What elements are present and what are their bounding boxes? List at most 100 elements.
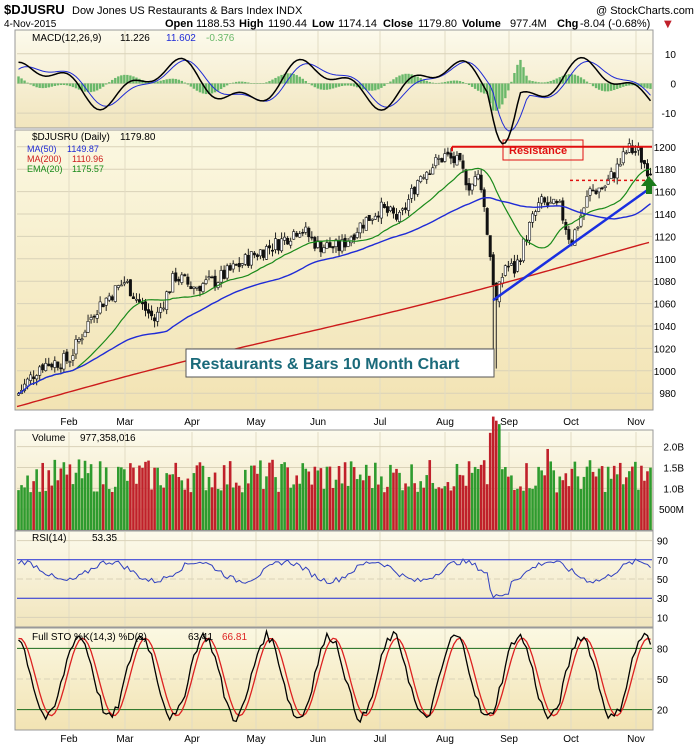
price-candle: [150, 310, 154, 317]
description: Dow Jones US Restaurants & Bars Index: [72, 5, 274, 17]
volume-bar: [522, 490, 525, 530]
x-month-label: Apr: [184, 417, 200, 428]
volume-bar: [162, 487, 165, 530]
macd-histogram-bar: [643, 83, 646, 88]
price-candle: [119, 284, 123, 287]
volume-bar: [104, 467, 108, 530]
volume-bar: [631, 466, 634, 530]
volume-bar: [147, 460, 150, 530]
macd-histogram-bar: [537, 82, 540, 84]
x-month-label: Sep: [500, 417, 518, 428]
macd-histogram-bar: [189, 83, 193, 87]
volume-bar: [485, 484, 489, 530]
price-candle: [503, 265, 507, 276]
price-candle: [159, 307, 163, 313]
macd-histogram-bar: [628, 83, 631, 86]
macd-histogram-bar: [458, 81, 462, 84]
price-candle: [376, 215, 380, 218]
volume-bar: [594, 476, 598, 530]
price-candle: [80, 338, 84, 341]
volume-bar: [407, 486, 410, 530]
macd-histogram-bar: [183, 82, 187, 84]
price-candle: [494, 282, 498, 301]
volume-bar: [422, 487, 426, 530]
volume-bar: [507, 476, 510, 530]
price-candle: [388, 206, 392, 212]
price-candle: [410, 188, 414, 199]
price-candle: [461, 160, 465, 169]
price-candle: [443, 153, 447, 162]
price-candle: [597, 187, 601, 193]
macd-histogram-bar: [495, 83, 498, 111]
volume-tick-label: 2.0B: [663, 443, 684, 454]
macd-histogram-bar: [337, 83, 341, 87]
macd-histogram-bar: [283, 73, 286, 84]
macd-histogram-bar: [165, 79, 168, 84]
price-candle: [355, 232, 359, 238]
volume-bar: [250, 465, 253, 530]
price-candle: [298, 233, 302, 238]
volume-bar: [71, 484, 75, 530]
macd-histogram-bar: [597, 83, 601, 90]
macd-histogram-bar: [646, 83, 649, 89]
macd-histogram-bar: [522, 67, 525, 84]
volume-bar: [123, 469, 126, 530]
ma200-label: MA(200): [27, 154, 62, 164]
macd-histogram-bar: [328, 83, 332, 90]
price-candle: [222, 269, 226, 279]
volume-bar: [262, 489, 265, 530]
price-candle: [367, 214, 371, 221]
macd-histogram-bar: [265, 82, 268, 84]
macd-histogram-bar: [50, 83, 53, 87]
volume-bar: [510, 475, 513, 530]
price-candle: [485, 208, 489, 235]
x-month-label: May: [247, 734, 266, 745]
price-candle: [518, 260, 522, 262]
macd-histogram-bar: [313, 83, 317, 88]
price-candle: [488, 235, 492, 257]
rsi-tick-label: 30: [657, 594, 669, 605]
price-candle: [364, 217, 368, 231]
macd-histogram-bar: [619, 83, 622, 88]
price-candle: [434, 157, 438, 167]
price-candle: [68, 361, 72, 363]
rsi-value: 53.35: [92, 533, 117, 544]
macd-histogram-bar: [250, 83, 253, 84]
price-candle: [243, 254, 247, 265]
volume-bar: [80, 478, 84, 530]
macd-histogram-bar: [26, 82, 29, 84]
price-candle: [385, 206, 389, 213]
price-tick-label: 1120: [654, 232, 676, 243]
macd-histogram-bar: [531, 81, 534, 84]
volume-bar: [649, 467, 652, 530]
chg-value: -8.04 (-0.68%): [580, 18, 650, 30]
price-candle: [65, 351, 69, 362]
price-candle: [437, 158, 441, 160]
macd-histogram-bar: [558, 77, 561, 84]
volume-bar: [458, 474, 462, 530]
macd-value-3: -0.376: [206, 33, 235, 44]
macd-histogram-bar: [156, 81, 159, 84]
macd-histogram-bar: [286, 73, 289, 84]
macd-histogram-bar: [504, 83, 507, 99]
macd-histogram-bar: [543, 82, 546, 84]
x-month-label: Apr: [184, 734, 200, 745]
price-candle: [195, 286, 199, 289]
macd-histogram-bar: [434, 82, 437, 84]
macd-histogram-bar: [567, 74, 571, 84]
macd-histogram-bar: [108, 82, 111, 84]
price-candle: [177, 278, 181, 282]
macd-histogram-bar: [56, 83, 60, 86]
macd-histogram-bar: [576, 75, 580, 84]
volume-bar: [564, 473, 568, 530]
high-value: 1190.44: [268, 18, 307, 30]
macd-line: [18, 56, 652, 145]
price-candle: [576, 226, 580, 229]
volume-bar: [74, 472, 78, 530]
price-candle: [428, 173, 432, 176]
volume-bar: [316, 470, 320, 530]
volume-bar: [370, 488, 374, 530]
volume-bar: [634, 461, 637, 530]
volume-bar: [183, 489, 187, 530]
low-label: Low: [312, 18, 334, 30]
